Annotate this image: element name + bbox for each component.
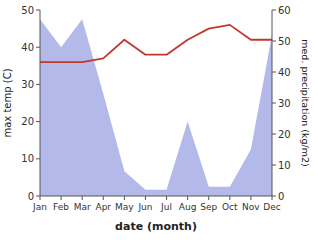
y2-tick-label: 50 bbox=[278, 36, 291, 47]
x-tick bbox=[124, 196, 125, 200]
x-tick-label: Dec bbox=[263, 202, 280, 212]
x-tick-label: Feb bbox=[53, 202, 69, 212]
x-tick-label: Jun bbox=[137, 202, 152, 212]
y2-tick bbox=[272, 10, 276, 11]
plot-marks bbox=[40, 19, 272, 196]
x-tick-label: Oct bbox=[222, 202, 238, 212]
x-tick-label: Jan bbox=[32, 202, 47, 212]
y2-tick-label: 30 bbox=[278, 98, 291, 109]
y-tick-label: 30 bbox=[21, 79, 34, 90]
x-tick-label: Aug bbox=[179, 202, 197, 212]
y-tick-label: 50 bbox=[21, 5, 34, 16]
chart: 010203040500102030405060JanFebMarAprMayJ… bbox=[0, 0, 318, 247]
chart-container: 010203040500102030405060JanFebMarAprMayJ… bbox=[0, 0, 318, 247]
y-tick bbox=[36, 47, 40, 48]
y2-tick bbox=[272, 72, 276, 73]
x-tick bbox=[187, 196, 188, 200]
x-axis-line bbox=[40, 196, 272, 197]
x-tick bbox=[229, 196, 230, 200]
x-tick-label: Mar bbox=[74, 202, 91, 212]
x-axis-label: date (month) bbox=[115, 220, 197, 233]
y-tick-label: 40 bbox=[21, 42, 34, 53]
y2-tick-label: 40 bbox=[278, 67, 291, 78]
x-tick bbox=[82, 196, 83, 200]
temperature-line bbox=[40, 25, 272, 62]
x-tick-label: Nov bbox=[242, 202, 260, 212]
y-tick bbox=[36, 121, 40, 122]
x-tick bbox=[40, 196, 41, 200]
y2-tick bbox=[272, 134, 276, 135]
y2-tick bbox=[272, 103, 276, 104]
y-tick-label: 20 bbox=[21, 116, 34, 127]
x-tick-label: Jul bbox=[160, 202, 172, 212]
x-tick bbox=[166, 196, 167, 200]
y-tick bbox=[36, 10, 40, 11]
precipitation-area bbox=[40, 19, 272, 196]
x-tick bbox=[208, 196, 209, 200]
y-axis-label: max temp (C) bbox=[2, 68, 13, 137]
y2-tick-label: 0 bbox=[278, 191, 284, 202]
y2-tick bbox=[272, 196, 276, 197]
x-tick bbox=[61, 196, 62, 200]
x-tick-label: Apr bbox=[95, 202, 111, 212]
y-tick-label: 0 bbox=[28, 191, 34, 202]
y2-axis-label: med. precipitation (kg/m2) bbox=[300, 39, 311, 166]
y-axis-line bbox=[40, 10, 41, 196]
x-tick bbox=[145, 196, 146, 200]
x-tick bbox=[103, 196, 104, 200]
x-tick-label: Sep bbox=[200, 202, 217, 212]
y-tick bbox=[36, 84, 40, 85]
y2-tick-label: 10 bbox=[278, 160, 291, 171]
y2-tick-label: 60 bbox=[278, 5, 291, 16]
y2-tick bbox=[272, 165, 276, 166]
x-tick bbox=[250, 196, 251, 200]
x-tick bbox=[272, 196, 273, 200]
y-tick bbox=[36, 196, 40, 197]
y-tick bbox=[36, 158, 40, 159]
y2-tick-label: 20 bbox=[278, 129, 291, 140]
y2-tick bbox=[272, 41, 276, 42]
y-tick-label: 10 bbox=[21, 153, 34, 164]
x-tick-label: May bbox=[115, 202, 134, 212]
